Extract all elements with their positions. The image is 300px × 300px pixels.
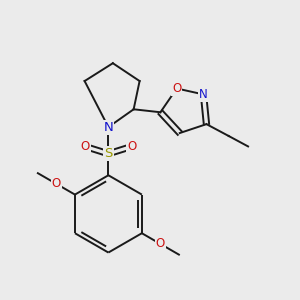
- Text: O: O: [81, 140, 90, 153]
- Text: O: O: [156, 237, 165, 250]
- Text: S: S: [104, 147, 112, 161]
- Text: O: O: [172, 82, 182, 95]
- Text: N: N: [103, 121, 113, 134]
- Text: N: N: [199, 88, 208, 101]
- Text: O: O: [127, 140, 136, 153]
- Text: O: O: [52, 177, 61, 190]
